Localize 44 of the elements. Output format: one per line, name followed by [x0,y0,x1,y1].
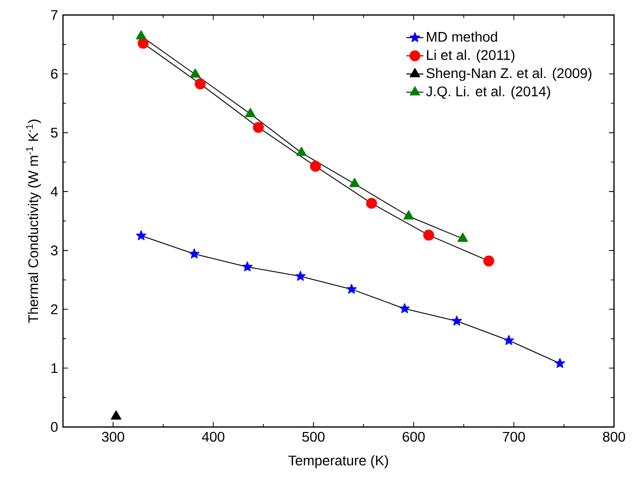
y-tick-label: 5 [50,128,58,138]
point [366,198,378,209]
x-axis-title: Temperature (K) [288,455,388,468]
legend-label: Li et al. (2011) [427,50,514,63]
y-tick-label: 4 [50,186,58,196]
y-tick-label: 6 [51,68,58,79]
point [136,30,146,40]
y-tick-label: 2 [51,304,58,314]
point [296,146,307,156]
y-tick-label: 1 [51,363,58,373]
point [190,68,200,78]
y-axis-title: Thermal Conductivity (W m$^{-1}$ K$^{-1}$) [26,120,41,323]
x-tick-label: 400 [202,432,224,442]
point [554,358,566,368]
point [399,303,410,314]
point [242,261,253,272]
point [110,410,122,420]
y-tick-label: 0 [50,422,58,432]
legend-label: J.Q. Li. et al. (2014) [426,86,550,100]
point [423,230,434,241]
legend-label: MD method [427,32,498,42]
point [483,256,494,266]
x-tick-label: 800 [602,432,626,442]
point [194,78,206,90]
point [245,108,256,118]
legend-label: Sheng-Nan Z. et al. (2009) [426,68,592,81]
point [138,38,149,49]
point [136,230,146,240]
point [310,160,321,172]
y-tick-label: 7 [51,10,58,20]
point [403,210,414,220]
point [252,122,264,133]
x-tick-label: 600 [402,432,425,442]
point [452,316,462,326]
point [189,248,200,258]
x-tick-label: 300 [102,432,124,442]
y-tick-label: 3 [50,245,58,256]
point [295,270,306,281]
point [346,284,357,294]
x-tick-label: 700 [502,432,525,442]
point [349,178,360,188]
point [504,335,514,345]
x-tick-label: 500 [302,432,325,442]
point [458,232,468,242]
